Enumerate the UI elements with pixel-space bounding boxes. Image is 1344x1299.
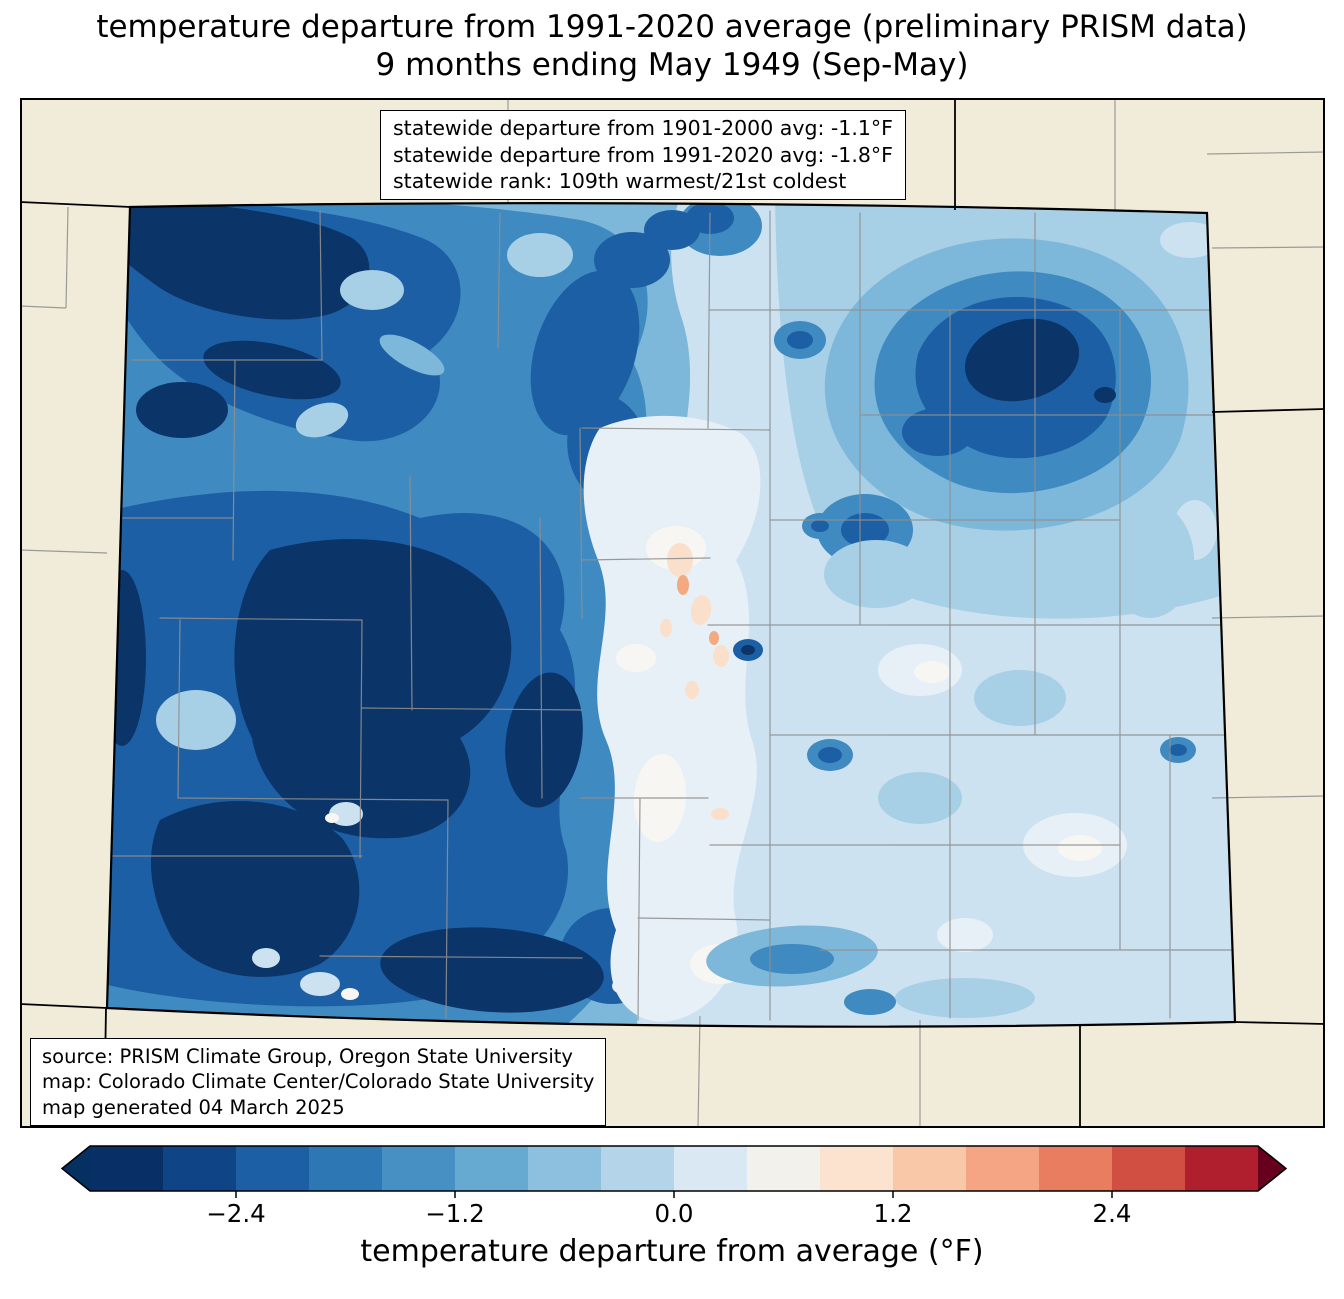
stats-line-2: statewide departure from 1991-2020 avg: … (393, 142, 893, 167)
colorado-state-border (105, 202, 1237, 1028)
stats-line-1: statewide departure from 1901-2000 avg: … (393, 116, 893, 140)
title-line-1: temperature departure from 1991-2020 ave… (96, 9, 1248, 45)
colorbar-segments (62, 1146, 1286, 1191)
source-line-1: source: PRISM Climate Group, Oregon Stat… (42, 1045, 573, 1068)
colorbar-tick-label: −2.4 (206, 1199, 266, 1228)
colorbar: −2.4 −1.2 0.0 1.2 2.4 (0, 1138, 1344, 1238)
source-line-3: map generated 04 March 2025 (42, 1095, 345, 1119)
figure-title: temperature departure from 1991-2020 ave… (0, 8, 1344, 85)
county-boundaries (107, 210, 1235, 1021)
neighbor-state-borders (20, 100, 1325, 1128)
colorbar-extend-left-arrow (62, 1146, 90, 1191)
colorbar-tick-label: 0.0 (655, 1199, 694, 1228)
colorbar-axis-label: temperature departure from average (°F) (360, 1234, 984, 1269)
colorbar-tick-label: 2.4 (1093, 1199, 1132, 1228)
colorbar-tick-label: 1.2 (874, 1199, 913, 1228)
colorbar-extend-right-arrow (1258, 1146, 1286, 1191)
map-frame (20, 98, 1325, 1128)
source-line-2: map: Colorado Climate Center/Colorado St… (42, 1070, 595, 1094)
colorbar-tick-label: −1.2 (425, 1199, 485, 1228)
source-box: source: PRISM Climate Group, Oregon Stat… (30, 1038, 607, 1127)
contour-fill-layer (107, 203, 1235, 1027)
title-line-2: 9 months ending May 1949 (Sep-May) (375, 47, 969, 84)
map-area: statewide departure from 1901-2000 avg: … (20, 98, 1325, 1128)
colorado-anomaly-map-svg (20, 98, 1325, 1128)
colorbar-svg: −2.4 −1.2 0.0 1.2 2.4 (60, 1145, 1288, 1228)
statewide-stats-box: statewide departure from 1901-2000 avg: … (380, 110, 906, 200)
stats-line-3: statewide rank: 109th warmest/21st colde… (393, 169, 847, 194)
colorbar-ticks (235, 1191, 1113, 1198)
colorbar-outline (60, 1145, 1288, 1192)
